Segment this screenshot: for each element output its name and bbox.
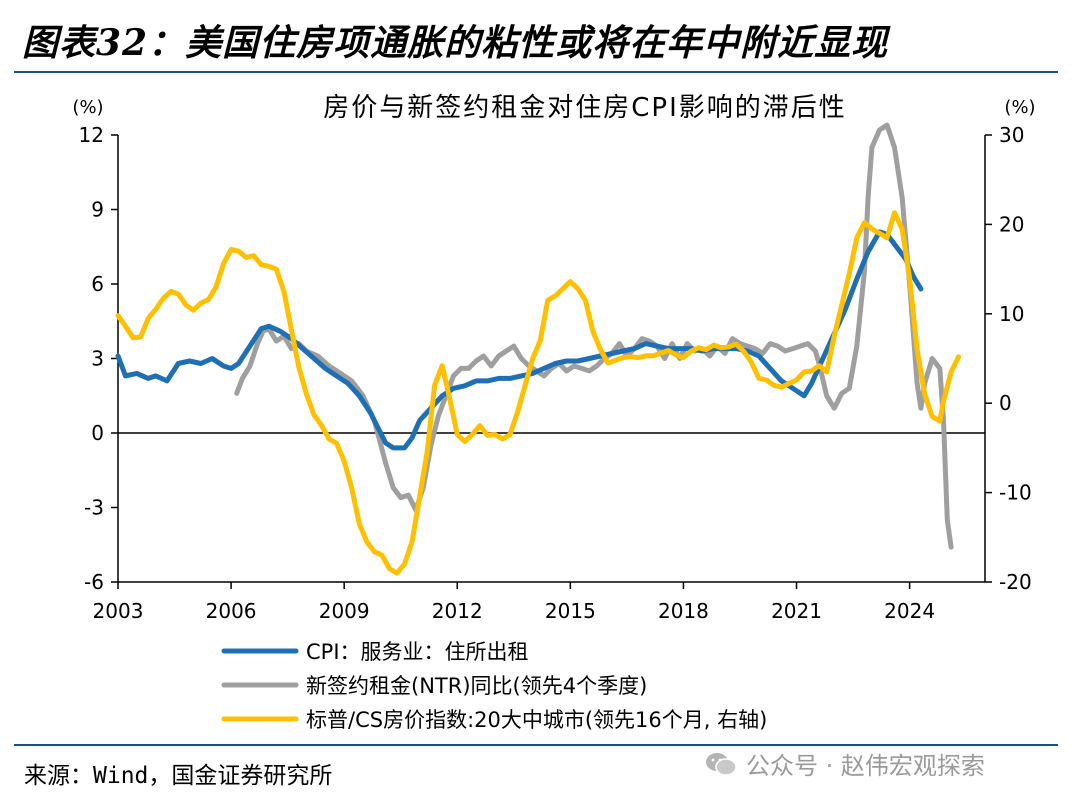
left-tick-label: 0 [91, 421, 104, 445]
figure-title: 图表32：美国住房项通胀的粘性或将在年中附近显现 [22, 22, 889, 64]
left-axis-unit: (%) [72, 97, 103, 118]
x-axis-ticks: 2003 2006 2009 2012 2015 2018 2021 2024 [93, 582, 935, 623]
right-axis-ticks: -20 -10 0 10 20 30 [985, 123, 1032, 594]
right-axis-unit: (%) [1004, 97, 1035, 118]
series-lines [115, 122, 962, 576]
legend-label-1: CPI：服务业：住所出租 [306, 640, 529, 664]
left-tick-label: 6 [91, 272, 104, 296]
left-tick-label: -3 [84, 496, 104, 520]
x-tick-label: 2015 [545, 599, 596, 623]
x-tick-label: 2006 [206, 599, 257, 623]
x-tick-label: 2018 [658, 599, 709, 623]
legend-label-3: 标普/CS房价指数:20大中城市(领先16个月, 右轴) [306, 708, 767, 732]
x-tick-label: 2024 [884, 599, 935, 623]
wechat-icon [706, 752, 737, 776]
source-note: 来源：Wind，国金证券研究所 [24, 763, 333, 789]
left-tick-label: 12 [79, 123, 104, 147]
right-tick-label: -10 [999, 481, 1032, 505]
left-tick-label: 3 [91, 347, 104, 371]
title-divider [14, 71, 1058, 73]
right-tick-label: 20 [999, 212, 1024, 236]
left-tick-label: 9 [91, 198, 104, 222]
watermark-text: 公众号 · 赵伟宏观探索 [746, 752, 985, 780]
left-axis-ticks: -6 -3 0 3 6 9 12 [79, 123, 118, 594]
legend-label-2: 新签约租金(NTR)同比(领先4个季度) [306, 674, 647, 698]
footer-divider [14, 744, 1058, 746]
x-tick-label: 2003 [93, 599, 144, 623]
chart: 房价与新签约租金对住房CPI影响的滞后性 (%) (%) 2003 2006 200… [72, 93, 1035, 732]
x-tick-label: 2009 [319, 599, 370, 623]
right-tick-label: 30 [999, 123, 1024, 147]
series-line-3 [115, 210, 962, 576]
right-tick-label: 0 [999, 391, 1012, 415]
series-line-1 [115, 229, 924, 451]
chart-title: 房价与新签约租金对住房CPI影响的滞后性 [323, 93, 847, 123]
left-tick-label: -6 [84, 570, 104, 594]
x-tick-label: 2012 [432, 599, 483, 623]
watermark: 公众号 · 赵伟宏观探索 [704, 746, 985, 781]
right-tick-label: 10 [999, 302, 1024, 326]
right-tick-label: -20 [999, 570, 1032, 594]
x-tick-label: 2021 [771, 599, 822, 623]
